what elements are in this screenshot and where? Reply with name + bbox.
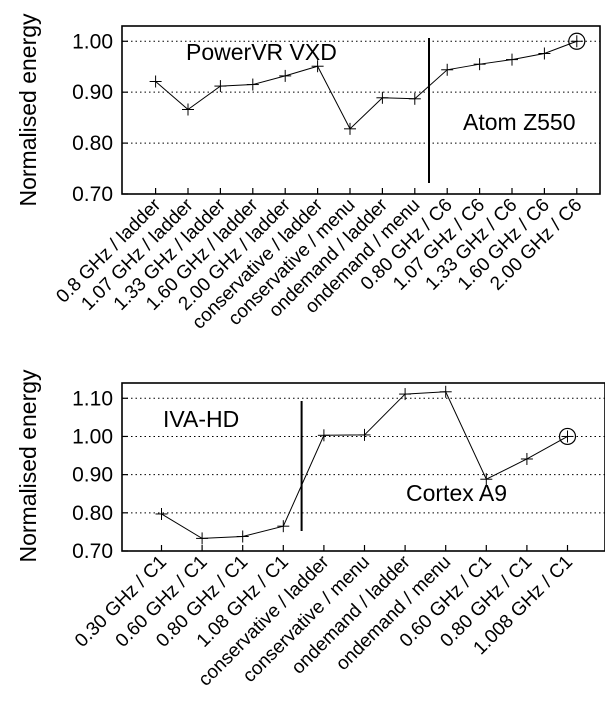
data-point [408,92,421,105]
y-tick-label: 1.00 [72,30,113,53]
reference-point-circle [558,427,577,446]
data-point [344,122,356,135]
platform-label: Cortex A9 [406,480,507,506]
data-point [506,53,518,66]
platform-label: PowerVR VXD [186,39,337,65]
data-point [311,60,324,73]
y-tick-label: 0.70 [72,540,113,563]
platform-label: IVA-HD [163,406,239,432]
data-point [182,103,194,116]
y-tick-label: 0.90 [72,464,113,487]
y-axis-label: Normalised energy [15,369,41,563]
data-point [279,69,292,82]
data-point [236,530,249,543]
data-point [399,388,412,401]
data-point [155,507,168,520]
data-point [149,75,162,88]
data-point [570,35,583,48]
data-point [480,473,493,486]
y-tick-label: 0.70 [72,183,113,206]
data-point [246,78,259,91]
data-point [538,47,551,60]
data-point [561,430,574,443]
plot-frame [121,25,601,195]
data-point [439,385,452,398]
data-point [277,520,290,533]
data-point [358,428,371,441]
platform-label: Atom Z550 [463,109,576,135]
data-point [376,91,389,104]
y-tick-label: 0.90 [72,81,113,104]
y-tick-label: 0.80 [72,502,113,525]
data-point [196,532,209,545]
y-tick-label: 1.00 [72,425,113,448]
data-point [473,58,486,71]
y-axis-label: Normalised energy [15,13,41,207]
reference-point-circle [568,32,586,50]
data-point [317,429,330,442]
plot-frame [121,382,605,552]
y-tick-label: 0.80 [72,132,113,155]
data-point [441,63,454,76]
y-tick-label: 1.10 [72,387,113,410]
data-point [520,452,533,465]
data-point [214,80,227,93]
